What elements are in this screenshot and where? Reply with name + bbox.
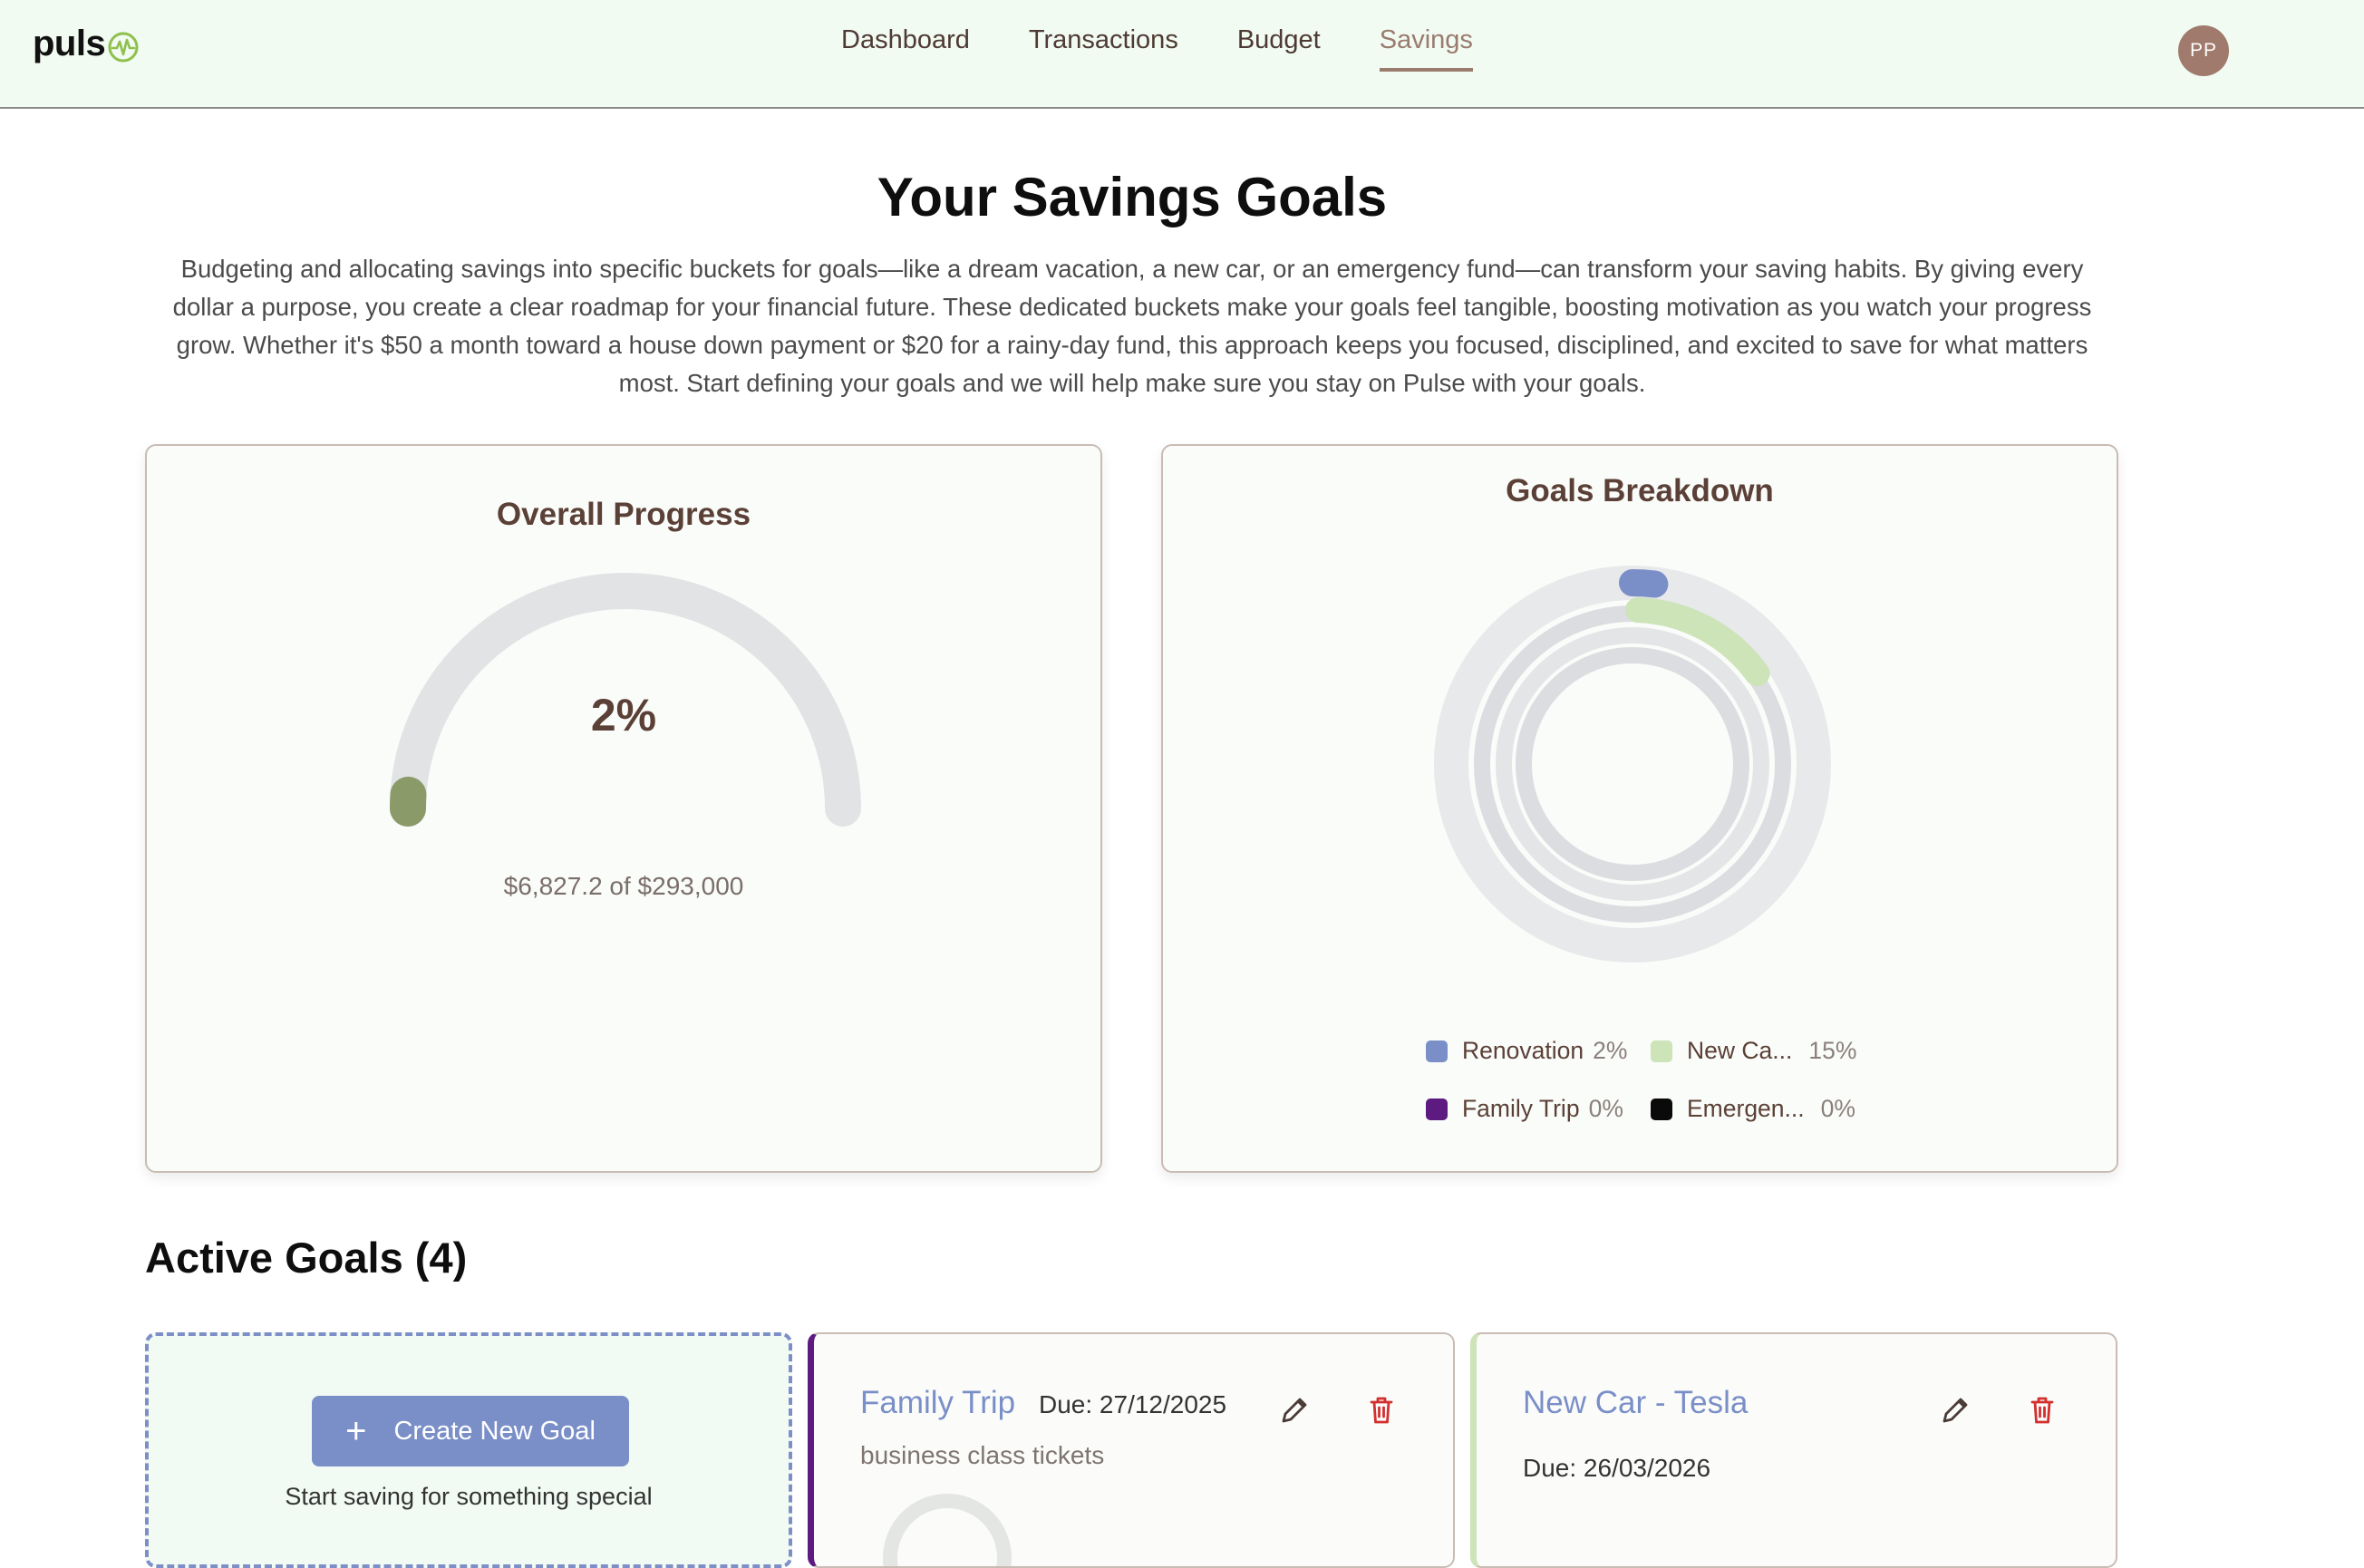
goal-name[interactable]: New Car - Tesla: [1523, 1385, 1748, 1421]
legend-label: New Ca...: [1687, 1037, 1792, 1065]
goal-name[interactable]: Family Trip: [860, 1385, 1015, 1421]
legend-percent: 0%: [1821, 1095, 1855, 1123]
goals-breakdown-title: Goals Breakdown: [1163, 473, 2117, 509]
legend-percent: 2%: [1593, 1037, 1627, 1065]
logo-text: puls: [33, 24, 105, 64]
pulse-wave-icon: [107, 31, 140, 63]
pencil-icon[interactable]: [1937, 1392, 1973, 1428]
overall-progress-card: Overall Progress 2% $6,827.2 of $293,000: [145, 444, 1102, 1173]
legend-item-family-trip: Family Trip 0%: [1426, 1095, 1623, 1123]
legend-swatch: [1426, 1099, 1448, 1120]
legend-swatch: [1426, 1040, 1448, 1062]
user-avatar[interactable]: PP: [2178, 25, 2229, 76]
goal-description: business class tickets: [860, 1441, 1104, 1470]
legend-item-new-car: New Ca... 15%: [1651, 1037, 1856, 1065]
create-goal-label: Create New Goal: [393, 1417, 595, 1447]
trash-icon[interactable]: [2024, 1392, 2060, 1428]
legend-percent: 0%: [1589, 1095, 1623, 1123]
create-new-goal-button[interactable]: + Create New Goal: [312, 1396, 629, 1466]
overall-amount: $6,827.2 of $293,000: [147, 872, 1100, 901]
legend-label: Renovation: [1462, 1037, 1584, 1065]
goal-due-date: Due: 26/03/2026: [1523, 1454, 1710, 1483]
page-title: Your Savings Goals: [0, 166, 2264, 228]
ring-renovation: [1633, 583, 1654, 584]
goals-radial-chart: [1429, 560, 1836, 968]
top-navbar: puls Dashboard Transactions Budget Savin…: [0, 0, 2364, 109]
overall-percent: 2%: [147, 689, 1100, 741]
overall-progress-title: Overall Progress: [147, 497, 1100, 533]
legend-label: Emergen...: [1687, 1095, 1805, 1123]
app-logo[interactable]: puls: [33, 24, 140, 64]
legend-item-renovation: Renovation 2%: [1426, 1037, 1627, 1065]
nav-dashboard[interactable]: Dashboard: [841, 25, 970, 72]
goals-breakdown-card: Goals Breakdown Renovation 2% New Ca... …: [1161, 444, 2118, 1173]
nav-savings[interactable]: Savings: [1380, 25, 1473, 72]
ring-track-3: [1504, 635, 1761, 893]
plus-icon: +: [345, 1413, 366, 1449]
main-nav: Dashboard Transactions Budget Savings: [841, 25, 1532, 72]
goal-due-date: Due: 27/12/2025: [1039, 1390, 1226, 1419]
goal-card-family-trip[interactable]: Family Trip Due: 27/12/2025 business cla…: [808, 1332, 1455, 1568]
legend-label: Family Trip: [1462, 1095, 1580, 1123]
pencil-icon[interactable]: [1276, 1392, 1313, 1428]
legend-item-emergency: Emergen... 0%: [1651, 1095, 1855, 1123]
goal-card-new-car[interactable]: New Car - Tesla Due: 26/03/2026: [1470, 1332, 2117, 1568]
trash-icon[interactable]: [1363, 1392, 1400, 1428]
create-goal-card[interactable]: + Create New Goal Start saving for somet…: [145, 1332, 792, 1568]
legend-percent: 15%: [1808, 1037, 1856, 1065]
page-description: Budgeting and allocating savings into sp…: [154, 250, 2110, 402]
goal-progress-ring: [883, 1494, 1012, 1568]
legend-swatch: [1651, 1099, 1672, 1120]
legend-swatch: [1651, 1040, 1672, 1062]
ring-track-4: [1524, 655, 1741, 873]
create-goal-subtext: Start saving for something special: [149, 1483, 789, 1511]
active-goals-title: Active Goals (4): [145, 1233, 467, 1282]
nav-transactions[interactable]: Transactions: [1029, 25, 1178, 72]
nav-budget[interactable]: Budget: [1237, 25, 1321, 72]
